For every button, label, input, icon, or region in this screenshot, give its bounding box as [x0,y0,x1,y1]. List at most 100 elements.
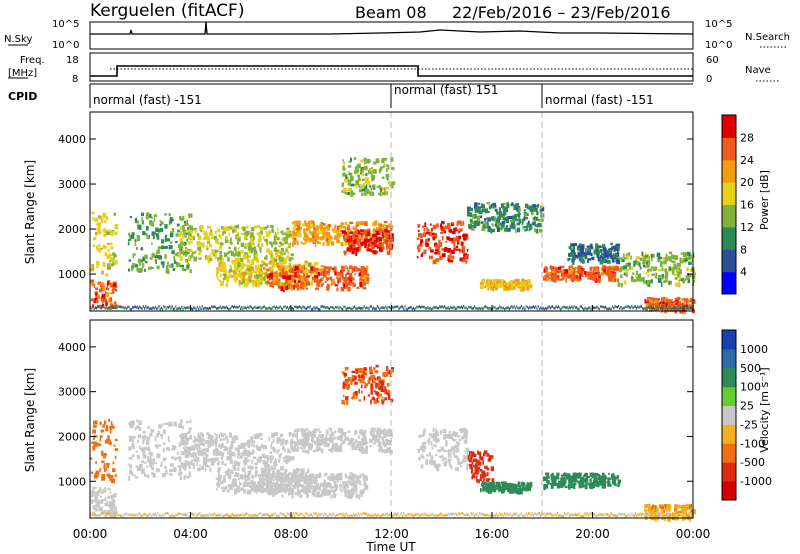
data-cell [375,250,379,254]
data-cell [233,253,236,258]
data-cell [649,303,652,307]
data-cell [362,239,365,243]
data-cell [315,227,318,231]
data-cell [278,250,282,253]
data-cell [511,202,514,205]
data-cell [572,260,574,263]
data-cell [661,274,664,279]
data-cell [201,438,205,442]
data-cell [300,477,304,482]
data-cell [660,261,663,265]
data-cell [214,235,217,241]
data-cell [235,306,237,309]
data-cell [236,473,240,477]
data-cell [122,306,124,309]
data-cell [90,267,94,272]
data-cell [424,307,426,310]
data-cell [438,306,440,310]
data-cell [156,432,159,438]
data-cell [680,308,683,312]
data-cell [236,269,238,272]
data-cell [371,221,376,227]
data-cell [362,278,367,284]
data-cell [253,483,256,487]
data-cell [216,487,218,491]
data-cell [246,449,250,455]
data-cell [142,263,145,268]
data-cell [474,202,478,207]
data-cell [667,307,669,311]
data-cell [258,233,262,239]
data-cell [296,287,299,291]
data-cell [319,440,322,446]
data-cell [503,284,508,288]
data-cell [114,231,118,236]
data-cell [382,176,385,179]
data-cell [338,232,341,236]
data-cell [106,503,109,506]
data-cell [162,429,166,435]
data-cell [338,472,343,478]
data-cell [194,306,196,310]
data-cell [260,230,263,236]
data-cell [347,224,351,229]
data-cell [576,255,579,259]
data-cell [299,494,303,498]
data-cell [344,492,347,497]
data-cell [583,252,587,256]
data-cell [677,266,680,271]
data-cell [272,479,275,482]
data-cell [598,307,600,311]
data-cell [239,446,244,449]
data-cell [215,449,218,453]
data-cell [103,453,107,457]
data-cell [348,171,350,176]
data-cell [169,231,174,235]
data-cell [317,447,321,451]
data-cell [678,282,681,287]
data-region [178,224,294,264]
data-cell [363,276,367,279]
data-cell [581,244,584,249]
data-cell [134,264,139,268]
data-cell [126,307,128,310]
data-cell [182,225,185,230]
data-cell [330,428,332,432]
data-cell [362,167,366,171]
data-cell [268,232,272,235]
data-cell [336,306,338,309]
data-cell [343,234,346,239]
data-cell [350,190,353,196]
data-cell [204,467,207,473]
data-cell [341,489,344,493]
data-cell [99,437,102,442]
data-cell [587,250,591,256]
data-cell [502,306,504,310]
data-cell [327,306,329,310]
data-cell [281,265,286,269]
data-cell [491,223,494,226]
data-cell [495,307,497,311]
data-cell [489,205,493,209]
data-cell [245,453,249,457]
data-cell [382,246,385,250]
data-cell [326,238,329,242]
data-cell [135,419,138,423]
data-cell [342,432,347,436]
data-cell [533,219,536,223]
data-cell [570,247,572,251]
data-cell [349,221,354,224]
data-cell [343,230,346,234]
data-cell [205,307,207,310]
data-cell [127,241,130,246]
data-cell [360,166,364,170]
data-cell [477,210,480,214]
data-cell [552,269,555,274]
data-cell [498,210,502,215]
data-cell [357,234,360,238]
data-cell [344,283,349,288]
data-cell [91,263,94,267]
data-cell [180,419,183,424]
data-cell [535,228,539,234]
data-cell [225,435,228,440]
